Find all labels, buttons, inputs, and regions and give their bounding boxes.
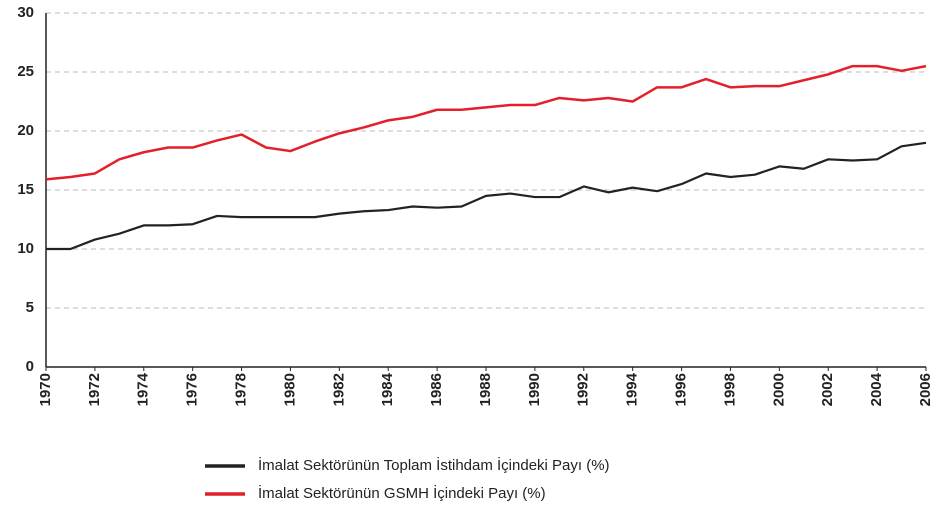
x-tick-label: 2002 [819, 373, 836, 406]
x-tick-label: 1992 [575, 373, 592, 406]
x-tick-label: 2004 [868, 372, 885, 406]
y-tick-label: 30 [17, 4, 34, 21]
y-tick-label: 25 [17, 63, 34, 80]
x-tick-label: 1988 [477, 373, 494, 406]
x-tick-label: 1980 [281, 373, 298, 406]
x-tick-label: 1994 [624, 372, 641, 406]
x-tick-label: 1974 [135, 372, 152, 406]
x-tick-label: 1984 [379, 372, 396, 406]
y-tick-label: 5 [26, 299, 34, 316]
x-tick-label: 2006 [917, 373, 934, 406]
x-tick-label: 1978 [233, 373, 250, 406]
y-tick-label: 10 [17, 240, 34, 257]
series-line [46, 141, 927, 251]
x-tick-label: 1996 [673, 373, 690, 406]
series-line [45, 64, 927, 181]
legend-label: İmalat Sektörünün Toplam İstihdam İçinde… [258, 456, 610, 474]
x-tick-label: 1982 [330, 373, 347, 406]
y-tick-label: 15 [17, 181, 34, 198]
legend-label: İmalat Sektörünün GSMH İçindeki Payı (%) [258, 484, 546, 502]
y-tick-label: 0 [26, 358, 34, 375]
x-tick-label: 1990 [526, 373, 543, 406]
x-tick-label: 1970 [37, 373, 54, 406]
x-tick-label: 1998 [721, 373, 738, 406]
y-tick-label: 20 [17, 122, 34, 139]
x-tick-label: 1976 [184, 373, 201, 406]
x-tick-label: 1972 [86, 373, 103, 406]
x-tick-label: 2000 [770, 373, 787, 406]
x-tick-label: 1986 [428, 373, 445, 406]
